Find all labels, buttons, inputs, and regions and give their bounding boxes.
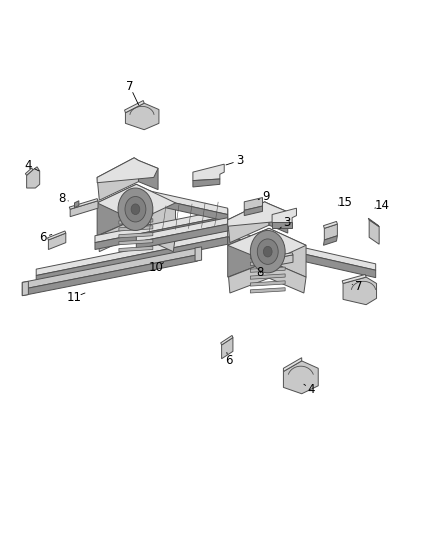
Polygon shape	[138, 160, 158, 190]
Polygon shape	[258, 255, 293, 269]
Polygon shape	[136, 184, 176, 236]
Polygon shape	[47, 231, 66, 240]
Polygon shape	[195, 247, 201, 261]
Polygon shape	[251, 288, 285, 293]
Polygon shape	[97, 158, 138, 200]
Polygon shape	[251, 267, 285, 272]
Polygon shape	[119, 225, 153, 231]
Polygon shape	[95, 209, 228, 243]
Text: 14: 14	[374, 199, 390, 212]
Polygon shape	[368, 218, 379, 227]
Polygon shape	[97, 158, 158, 183]
Polygon shape	[193, 164, 224, 181]
Polygon shape	[272, 208, 297, 222]
Polygon shape	[222, 337, 233, 359]
Polygon shape	[22, 281, 28, 296]
Text: 11: 11	[67, 291, 82, 304]
Polygon shape	[136, 217, 228, 242]
Polygon shape	[119, 232, 153, 238]
Polygon shape	[283, 358, 302, 372]
Text: 15: 15	[338, 196, 353, 209]
Polygon shape	[228, 237, 376, 278]
Polygon shape	[251, 253, 285, 259]
Polygon shape	[125, 103, 159, 130]
Polygon shape	[119, 219, 153, 224]
Polygon shape	[36, 230, 228, 276]
Text: 10: 10	[148, 261, 163, 274]
Text: 6: 6	[225, 354, 232, 367]
Text: 4: 4	[307, 383, 315, 396]
Polygon shape	[70, 201, 98, 216]
Polygon shape	[98, 219, 176, 252]
Polygon shape	[193, 179, 220, 187]
Polygon shape	[25, 168, 33, 175]
Polygon shape	[48, 233, 66, 249]
Polygon shape	[369, 220, 379, 244]
Polygon shape	[323, 236, 337, 245]
Polygon shape	[119, 246, 153, 252]
Polygon shape	[124, 101, 144, 113]
Polygon shape	[69, 199, 98, 209]
Polygon shape	[342, 274, 366, 284]
Polygon shape	[95, 216, 228, 249]
Text: 6: 6	[39, 231, 46, 244]
Polygon shape	[324, 224, 337, 240]
Polygon shape	[22, 255, 197, 296]
Polygon shape	[244, 206, 262, 216]
Text: 8: 8	[257, 266, 264, 279]
Polygon shape	[97, 184, 176, 221]
Circle shape	[118, 188, 153, 230]
Polygon shape	[229, 261, 306, 293]
Polygon shape	[136, 188, 228, 215]
Circle shape	[125, 197, 146, 222]
Polygon shape	[228, 228, 306, 262]
Text: 7: 7	[355, 280, 363, 293]
Polygon shape	[251, 274, 285, 279]
Polygon shape	[97, 184, 136, 236]
Circle shape	[251, 230, 285, 273]
Polygon shape	[323, 221, 337, 228]
Circle shape	[257, 239, 278, 264]
Polygon shape	[343, 277, 377, 305]
Text: 9: 9	[262, 190, 270, 203]
Polygon shape	[22, 248, 197, 289]
Polygon shape	[119, 212, 153, 217]
Polygon shape	[251, 260, 285, 265]
Polygon shape	[228, 228, 269, 277]
Polygon shape	[221, 335, 233, 345]
Polygon shape	[119, 239, 153, 245]
Polygon shape	[283, 361, 318, 394]
Text: 3: 3	[283, 216, 290, 229]
Text: 3: 3	[236, 154, 244, 167]
Text: 7: 7	[126, 80, 134, 93]
Polygon shape	[251, 281, 285, 286]
Polygon shape	[269, 204, 288, 233]
Polygon shape	[269, 228, 306, 277]
Polygon shape	[27, 167, 40, 188]
Polygon shape	[228, 230, 376, 270]
Polygon shape	[36, 237, 228, 283]
Text: 4: 4	[25, 159, 32, 172]
Polygon shape	[228, 202, 288, 226]
Polygon shape	[74, 201, 79, 208]
Circle shape	[131, 204, 140, 215]
Text: 8: 8	[58, 192, 65, 205]
Polygon shape	[136, 224, 228, 249]
Circle shape	[263, 246, 272, 257]
Polygon shape	[257, 253, 293, 261]
Polygon shape	[136, 195, 228, 221]
Polygon shape	[272, 222, 292, 228]
Polygon shape	[228, 202, 269, 243]
Polygon shape	[244, 198, 262, 211]
